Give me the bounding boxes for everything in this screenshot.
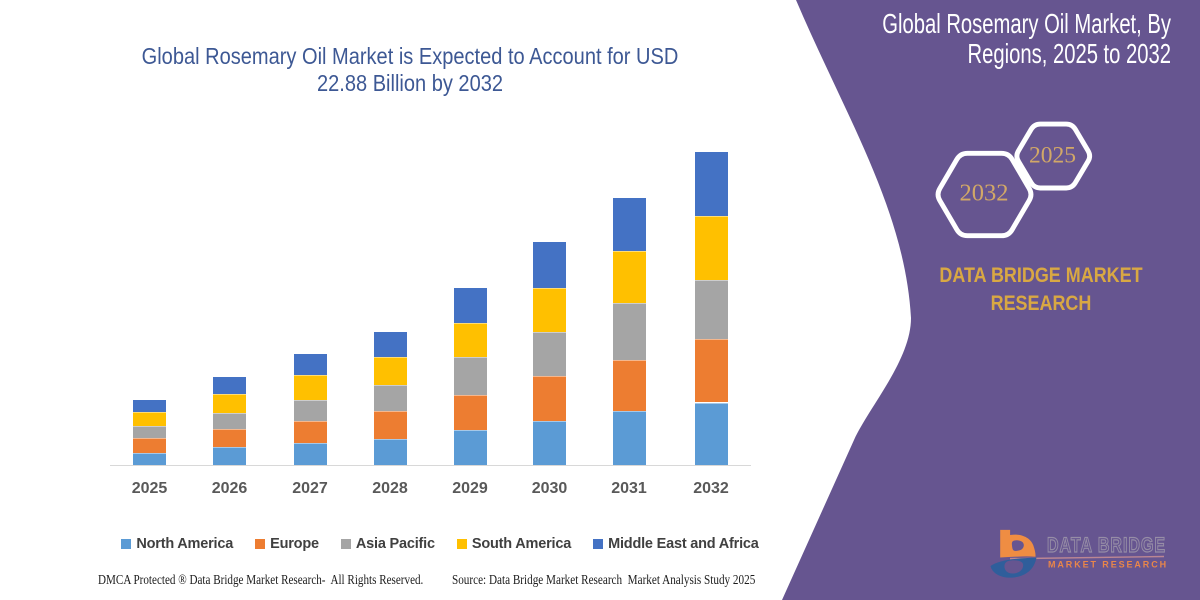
svg-text:2032: 2032 — [960, 180, 1009, 207]
svg-text:DATA BRIDGE: DATA BRIDGE — [1047, 533, 1166, 557]
svg-text:MARKET RESEARCH: MARKET RESEARCH — [1048, 560, 1168, 570]
svg-text:2025: 2025 — [1029, 143, 1076, 169]
